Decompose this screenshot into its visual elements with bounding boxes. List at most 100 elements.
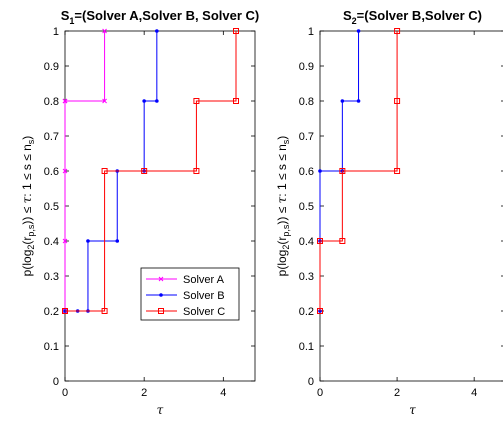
y-axis-label-part: s bbox=[26, 139, 36, 144]
x-axis-label: τ bbox=[157, 403, 164, 417]
data-point bbox=[115, 239, 120, 243]
legend-marker bbox=[158, 308, 164, 314]
data-point bbox=[102, 98, 107, 104]
y-tick-label: 0.3 bbox=[299, 271, 314, 283]
data-point bbox=[193, 98, 200, 104]
legend: Solver A Solver B Solver C bbox=[140, 267, 240, 321]
y-tick-label: 0.9 bbox=[44, 61, 59, 73]
x-tick-label: 4 bbox=[471, 387, 477, 399]
data-point bbox=[62, 238, 68, 244]
data-point bbox=[356, 29, 361, 33]
chart-title-rest: =(Solver A,Solver B, Solver C) bbox=[74, 8, 259, 23]
data-point bbox=[233, 28, 239, 34]
data-point bbox=[155, 99, 159, 103]
y-tick-label: 1 bbox=[308, 26, 314, 38]
y-axis-label-part: 2 bbox=[26, 245, 36, 250]
x-tick-label: 0 bbox=[62, 387, 68, 399]
y-tick-label: 0.4 bbox=[44, 236, 59, 248]
y-tick-label: 0.7 bbox=[299, 131, 314, 143]
chart-title: S1=(Solver A,Solver B, Solver C) bbox=[61, 8, 260, 26]
data-point bbox=[142, 99, 146, 103]
y-axis-label-part: ) bbox=[20, 136, 34, 140]
y-tick-label: 0.1 bbox=[299, 341, 314, 353]
data-point bbox=[339, 238, 346, 244]
y-axis-label-part: )) ≤ bbox=[20, 203, 34, 224]
y-axis-label-part: p(log bbox=[20, 250, 34, 277]
data-point bbox=[233, 98, 239, 104]
y-tick-label: 0.8 bbox=[299, 96, 314, 108]
y-axis-label-part: p,s bbox=[281, 224, 291, 237]
y-axis-label-part: : 1 ≤ s ≤ n bbox=[275, 144, 289, 197]
y-tick-label: 0.3 bbox=[44, 271, 59, 283]
series-line-series-2 bbox=[319, 31, 398, 311]
data-point bbox=[356, 99, 361, 103]
y-tick-label: 0.9 bbox=[299, 61, 314, 73]
chart-title: S2=(Solver B,Solver C) bbox=[343, 8, 482, 26]
y-tick-label: 0.2 bbox=[44, 306, 59, 318]
chart-panel-1: 00.10.20.30.40.50.60.70.80.910 2 4S1=(Solv… bbox=[20, 8, 259, 417]
y-tick-label: 0.6 bbox=[44, 166, 59, 178]
legend-label: Solver A bbox=[183, 274, 225, 286]
data-point bbox=[394, 168, 401, 174]
data-point bbox=[394, 28, 401, 34]
y-axis-label-part: )) ≤ bbox=[275, 203, 289, 224]
data-point bbox=[317, 238, 323, 244]
legend-marker bbox=[159, 293, 163, 297]
x-tick-label: 4 bbox=[220, 387, 226, 399]
y-axis-label-part: τ bbox=[275, 196, 289, 203]
data-point bbox=[62, 98, 68, 104]
chart-title-subscript: 1 bbox=[69, 16, 74, 26]
y-tick-label: 0.1 bbox=[44, 341, 59, 353]
data-point bbox=[101, 168, 108, 174]
chart-title-main: S bbox=[61, 8, 70, 23]
x-axis-label: τ bbox=[409, 403, 416, 417]
y-tick-label: 0 bbox=[308, 376, 314, 388]
data-point bbox=[394, 98, 401, 104]
data-point bbox=[62, 168, 68, 174]
y-tick-label: 0.2 bbox=[299, 306, 314, 318]
y-axis-label-part: 2 bbox=[281, 245, 291, 250]
data-point bbox=[193, 168, 200, 174]
data-point bbox=[86, 239, 90, 243]
y-axis-label-part: s bbox=[281, 139, 291, 144]
y-tick-label: 0.7 bbox=[44, 131, 59, 143]
y-tick-label: 0.8 bbox=[44, 96, 59, 108]
y-axis-label-part: (r bbox=[20, 237, 34, 245]
data-point bbox=[339, 168, 346, 174]
x-tick-label: 0 bbox=[317, 387, 323, 399]
data-point bbox=[318, 169, 322, 173]
y-tick-label: 1 bbox=[53, 26, 59, 38]
data-point bbox=[155, 29, 159, 33]
data-point bbox=[340, 99, 345, 103]
y-axis-label-part: p(log bbox=[275, 250, 289, 277]
y-axis-label-part: ) bbox=[275, 136, 289, 140]
chart-title-rest: =(Solver B,Solver C) bbox=[357, 8, 482, 23]
data-point bbox=[102, 28, 107, 34]
data-point bbox=[317, 308, 323, 314]
y-tick-label: 0.4 bbox=[299, 236, 314, 248]
legend-label: Solver B bbox=[183, 290, 225, 302]
data-point bbox=[62, 308, 68, 314]
data-point bbox=[141, 168, 148, 174]
series-line-solver-c bbox=[65, 31, 237, 312]
series-line-solver-a bbox=[64, 31, 106, 311]
y-axis-label-part: τ bbox=[20, 196, 34, 203]
legend-marker bbox=[158, 276, 164, 282]
axes-box bbox=[64, 30, 256, 382]
x-tick-label: 2 bbox=[141, 387, 147, 399]
y-tick-label: 0 bbox=[53, 376, 59, 388]
chart-title-subscript: 2 bbox=[352, 16, 357, 26]
y-axis-label: p(log2(rp,s)) ≤ τ: 1 ≤ s ≤ ns) bbox=[275, 136, 291, 277]
legend-label: Solver C bbox=[183, 306, 225, 318]
y-axis-label: p(log2(rp,s)) ≤ τ: 1 ≤ s ≤ ns) bbox=[20, 136, 36, 277]
y-axis-label-part: p,s bbox=[26, 224, 36, 237]
axes-box bbox=[319, 30, 503, 382]
data-point bbox=[101, 308, 108, 314]
y-tick-label: 0.6 bbox=[299, 166, 314, 178]
x-tick-label: 2 bbox=[394, 387, 400, 399]
y-axis-label-part: (r bbox=[275, 237, 289, 245]
y-tick-label: 0.5 bbox=[44, 201, 59, 213]
chart-title-main: S bbox=[343, 8, 352, 23]
chart-panel-2: 00.10.20.30.40.50.60.70.80.910 2 4S2=(Solv… bbox=[275, 8, 503, 417]
